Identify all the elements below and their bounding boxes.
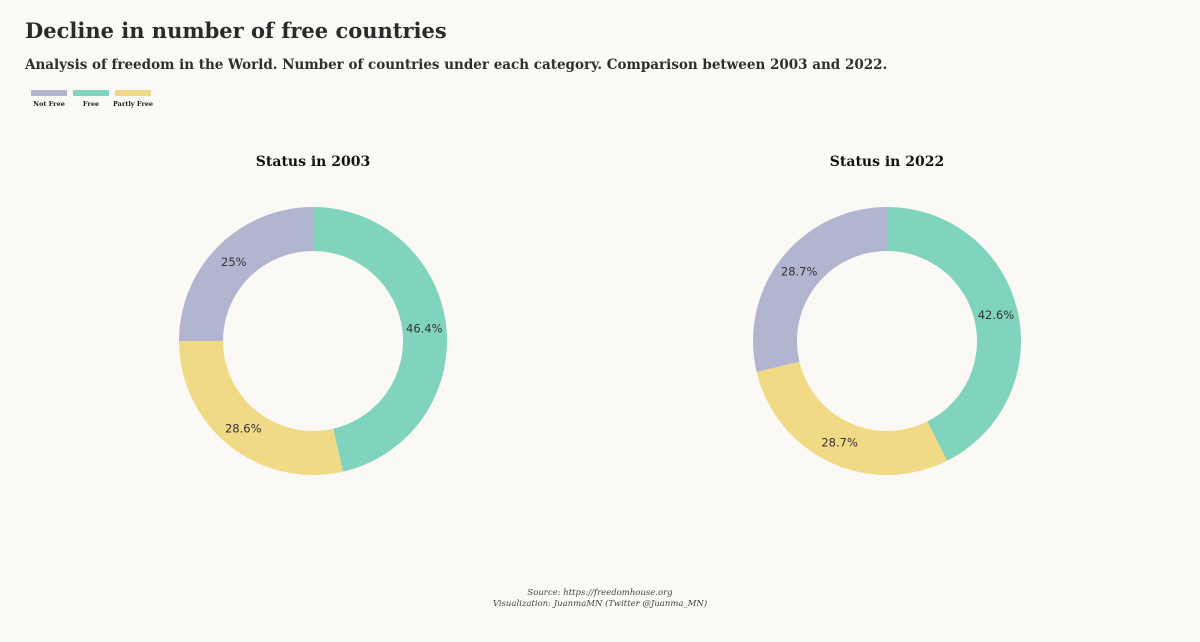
donut-svg-2022: 42.6% 28.7% 28.7% — [753, 207, 1021, 475]
legend-swatch-not-free — [31, 90, 67, 96]
slice-label-not-free: 28.7% — [781, 265, 818, 279]
donut-slice-free — [313, 207, 448, 472]
chart-title-2022: Status in 2022 — [829, 154, 945, 170]
donut-chart-2003: Status in 2003 46.4% 28.6% 25% — [163, 150, 463, 490]
donut-slice-not-free — [753, 207, 887, 372]
donut-slice-free — [887, 207, 1021, 461]
footer: Source: https://freedomhouse.org Visuali… — [0, 588, 1200, 610]
source-text: Source: https://freedomhouse.org — [527, 588, 673, 598]
slice-label-partly-free: 28.7% — [821, 435, 858, 449]
legend-label-not-free: Not Free — [33, 100, 65, 108]
legend-item-partly-free: Partly Free — [112, 90, 154, 108]
page-title: Decline in number of free countries — [25, 18, 447, 43]
chart-title-2003: Status in 2003 — [255, 154, 371, 170]
page-subtitle: Analysis of freedom in the World. Number… — [25, 57, 888, 73]
legend-swatch-partly-free — [115, 90, 151, 96]
credit-text: Visualization: JuanmaMN (Twitter @Juanma… — [492, 599, 708, 609]
slice-label-not-free: 25% — [221, 255, 247, 269]
donut-slice-partly-free — [179, 341, 344, 475]
legend: Not Free Free Partly Free — [31, 90, 154, 108]
slice-label-free: 46.4% — [406, 321, 443, 335]
legend-label-partly-free: Partly Free — [112, 100, 154, 108]
legend-label-free: Free — [82, 100, 100, 108]
legend-item-free: Free — [73, 90, 109, 108]
slice-label-partly-free: 28.6% — [225, 422, 262, 436]
donut-slice-not-free — [179, 207, 313, 341]
slice-label-free: 42.6% — [978, 308, 1015, 322]
donut-slice-partly-free — [756, 361, 948, 475]
donut-svg-2003: 46.4% 28.6% 25% — [179, 207, 448, 475]
donut-chart-2022: Status in 2022 42.6% 28.7% 28.7% — [737, 150, 1037, 490]
legend-swatch-free — [73, 90, 109, 96]
legend-item-not-free: Not Free — [31, 90, 67, 108]
